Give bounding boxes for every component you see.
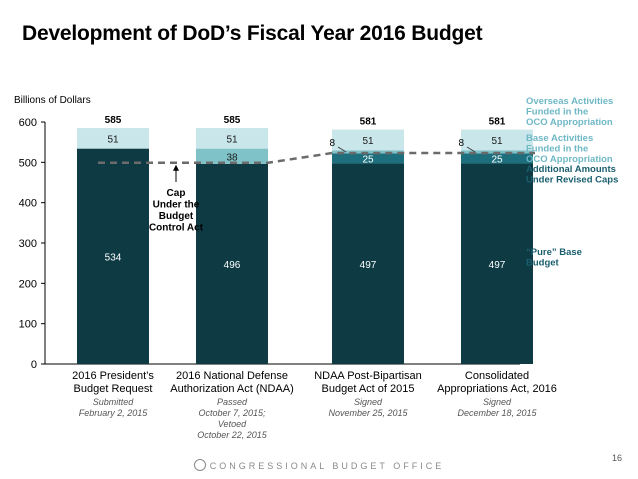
cap-label: Control Act <box>149 223 204 234</box>
legend-item-base_oco: Funded in the <box>526 144 588 155</box>
footer: CONGRESSIONAL BUDGET OFFICE <box>0 459 638 471</box>
bar-value-label: 496 <box>224 260 241 271</box>
bar-segment-additional <box>332 153 404 164</box>
cap-line <box>98 151 535 164</box>
callout-leader <box>337 146 347 153</box>
x-category-label: Budget Act of 2015 <box>322 383 415 395</box>
x-date-label: Signed <box>483 397 512 407</box>
x-date-label: October 22, 2015 <box>197 430 268 440</box>
bar-value-label: 497 <box>360 260 377 271</box>
x-category-label: Appropriations Act, 2016 <box>437 383 557 395</box>
legend-item-additional: Additional Amounts <box>526 164 616 175</box>
page-number: 16 <box>611 453 622 463</box>
x-date-label: Submitted <box>93 397 135 407</box>
x-date-label: December 18, 2015 <box>457 408 537 418</box>
bar-total-label: 585 <box>105 115 122 126</box>
bar-segment-base <box>461 163 533 364</box>
callout-label: 8 <box>329 138 335 149</box>
y-tick-label: 100 <box>19 319 37 331</box>
y-tick-label: 300 <box>19 238 37 250</box>
legend-item-base: “Pure” Base <box>526 247 582 258</box>
bar-value-label: 25 <box>491 155 503 166</box>
bar-value-label: 25 <box>362 155 374 166</box>
page-title: Development of DoD’s Fiscal Year 2016 Bu… <box>22 22 483 45</box>
bar-segment-base <box>77 148 149 364</box>
bar-segment-base <box>332 163 404 364</box>
legend-item-base: Budget <box>526 258 560 269</box>
x-category-label: Consolidated <box>465 370 529 382</box>
x-date-label: Passed <box>217 397 248 407</box>
bar-value-label: 51 <box>362 136 374 147</box>
bar-segment-oco <box>332 129 404 151</box>
bar-value-label: 51 <box>226 134 238 145</box>
x-date-label: October 7, 2015; <box>198 408 266 418</box>
x-date-label: Signed <box>354 397 383 407</box>
bar-value-label: 51 <box>491 136 503 147</box>
legend-item-additional: Under Revised Caps <box>526 175 618 186</box>
legend-item-oco: Funded in the <box>526 107 588 118</box>
bar-total-label: 581 <box>489 117 506 128</box>
y-tick-label: 200 <box>19 278 37 290</box>
legend-item-oco: OCO Appropriation <box>526 117 613 128</box>
bar-segment-oco <box>461 129 533 151</box>
footer-org: CONGRESSIONAL BUDGET OFFICE <box>209 461 445 471</box>
bar-value-label: 51 <box>107 134 119 145</box>
callout-label: 8 <box>458 138 464 149</box>
y-tick-label: 0 <box>31 359 37 371</box>
x-date-label: Vetoed <box>218 419 247 429</box>
y-tick-label: 600 <box>19 117 37 129</box>
bar-segment-base_oco <box>196 148 268 164</box>
x-category-label: 2016 President’s <box>72 370 154 382</box>
cap-label: Under the <box>153 200 200 211</box>
stacked-bar-chart: Billions of Dollars 0 100 200 300 400 500 600 53… <box>14 95 618 440</box>
bar-segment-oco <box>196 128 268 149</box>
callout-leader <box>466 146 476 153</box>
bar-total-label: 581 <box>360 117 377 128</box>
y-axis-label: Billions of Dollars <box>14 95 91 106</box>
bar-segment-additional <box>461 153 533 164</box>
x-category-label: NDAA Post-Bipartisan <box>314 370 422 382</box>
y-tick-label: 400 <box>19 198 37 210</box>
cbo-logo-icon <box>193 459 206 471</box>
cap-arrow-head <box>173 164 179 171</box>
legend-item-base_oco: OCO Appropriation <box>526 154 613 165</box>
bar-total-label: 585 <box>224 115 241 126</box>
legend-item-oco: Overseas Activities <box>526 96 613 107</box>
cap-label: Cap <box>167 188 186 199</box>
x-category-label: Authorization Act (NDAA) <box>170 383 294 395</box>
x-category-label: 2016 National Defense <box>176 370 288 382</box>
cap-label: Budget <box>159 211 194 222</box>
bar-value-label: 38 <box>226 152 238 163</box>
x-date-label: February 2, 2015 <box>79 408 149 418</box>
x-date-label: November 25, 2015 <box>328 408 408 418</box>
bar-segment-oco <box>77 128 149 149</box>
bar-value-label: 497 <box>489 260 506 271</box>
y-tick-label: 500 <box>19 157 37 169</box>
bar-value-label: 534 <box>105 252 122 263</box>
bar-segment-base <box>196 163 268 364</box>
legend-item-base_oco: Base Activities <box>526 133 593 144</box>
x-category-label: Budget Request <box>74 383 153 395</box>
